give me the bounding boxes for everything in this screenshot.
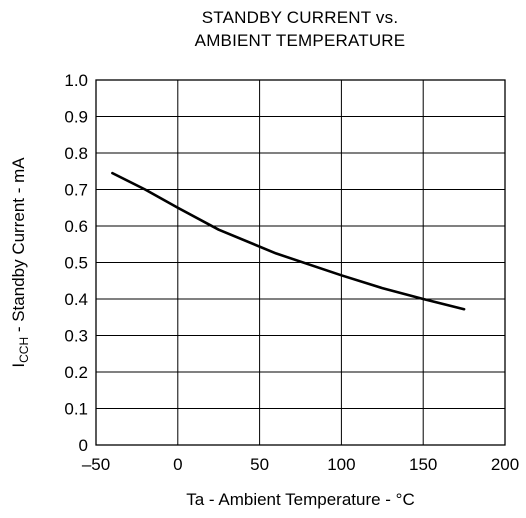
- y-tick-label: 0.5: [64, 254, 88, 273]
- chart-title-line1: STANDBY CURRENT vs.: [201, 8, 399, 27]
- y-tick-label: 0.6: [64, 217, 88, 236]
- y-tick-label: 0.1: [64, 400, 88, 419]
- y-tick-label: 1.0: [64, 71, 88, 90]
- y-axis-label-rest: - Standby Current - mA: [9, 157, 28, 337]
- y-axis-label-subscript: CCH: [17, 337, 31, 363]
- y-axis-label: ICCH - Standby Current - mA: [9, 157, 31, 368]
- y-axis-label-main: I: [9, 363, 28, 368]
- series-line: [111, 171, 466, 311]
- plot-frame: [95, 79, 506, 446]
- x-tick-label: 150: [409, 455, 437, 474]
- y-tick-label: 0.3: [64, 327, 88, 346]
- x-tick-label: 50: [250, 455, 269, 474]
- chart-title-line2: AMBIENT TEMPERATURE: [194, 31, 406, 50]
- y-tick-label: 0.7: [64, 181, 88, 200]
- y-tick-label: 0.8: [64, 144, 88, 163]
- y-tick-label: 0.4: [64, 290, 88, 309]
- y-tick-label: 0.9: [64, 108, 88, 127]
- x-axis-label: Ta - Ambient Temperature - °C: [186, 490, 415, 509]
- y-tick-label: 0: [79, 436, 88, 455]
- y-tick-label: 0.2: [64, 363, 88, 382]
- y-tick-labels: 0 0.1 0.2 0.3 0.4 0.5 0.6 0.7 0.8 0.9 1.0: [64, 71, 88, 455]
- x-tick-label: 200: [491, 455, 519, 474]
- x-tick-label: 100: [327, 455, 355, 474]
- series-group: [111, 171, 466, 311]
- x-tick-labels: –50 0 50 100 150 200: [82, 455, 519, 474]
- x-tick-label: –50: [82, 455, 110, 474]
- x-tick-label: 0: [173, 455, 182, 474]
